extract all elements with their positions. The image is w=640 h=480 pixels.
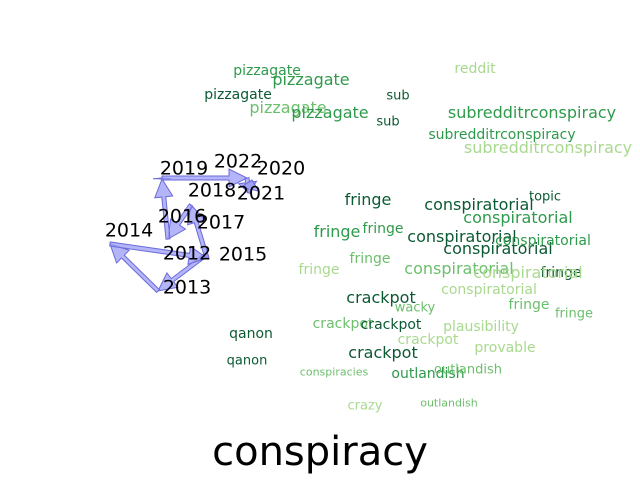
neighbor-word: conspiratorial bbox=[473, 263, 583, 282]
neighbor-word: outlandish bbox=[420, 396, 478, 410]
neighbor-word: pizzagate bbox=[249, 98, 327, 117]
neighbor-word: conspiratorial bbox=[463, 208, 573, 227]
neighbor-word: subredditrconspiracy bbox=[463, 138, 633, 157]
neighbor-word: sub bbox=[376, 114, 400, 130]
neighbor-word: subredditrconspiracy bbox=[428, 127, 576, 143]
neighbor-word: conspiratorial bbox=[424, 195, 534, 214]
neighbor-word: conspiratorial bbox=[443, 239, 553, 258]
neighbor-word: conspiratorial bbox=[407, 227, 517, 246]
year-label-2014: 2014 bbox=[104, 219, 154, 242]
trajectory-arrow-2016-2017 bbox=[167, 203, 194, 240]
neighbor-word: plausibility bbox=[443, 319, 519, 335]
neighbor-word: wacky bbox=[394, 300, 436, 316]
trajectory-arrow-2017-2018 bbox=[154, 177, 174, 240]
year-label-2020: 2020 bbox=[256, 157, 306, 180]
neighbor-word: fringe bbox=[554, 306, 594, 322]
neighbor-word: qanon bbox=[226, 353, 268, 369]
neighbor-word: qanon bbox=[229, 326, 273, 342]
neighbor-word: fringe bbox=[313, 222, 361, 241]
neighbor-word: fringe bbox=[349, 251, 391, 267]
trajectory-arrow-2021-2022 bbox=[239, 179, 260, 194]
trajectory-arrow-2014-2015 bbox=[109, 241, 209, 266]
year-label-2022: 2022 bbox=[213, 150, 263, 173]
neighbor-word: crackpot bbox=[360, 317, 422, 333]
neighbor-word: fringe bbox=[344, 190, 392, 209]
neighbor-word: conspiratorial bbox=[495, 233, 591, 249]
neighbor-word: provable bbox=[474, 340, 536, 356]
trajectory-arrow-2013-2014 bbox=[109, 243, 161, 294]
neighbor-word: crackpot bbox=[346, 288, 416, 307]
trajectory-arrow-2019-2020 bbox=[161, 168, 249, 188]
year-label-2021: 2021 bbox=[236, 182, 286, 205]
neighbor-word: fringe bbox=[540, 265, 582, 281]
year-label-2017: 2017 bbox=[196, 211, 246, 234]
year-label-2018: 2018 bbox=[187, 179, 237, 202]
target-word-title: conspiracy bbox=[212, 429, 428, 475]
year-label-2016: 2016 bbox=[157, 205, 207, 228]
neighbor-word: subredditrconspiracy bbox=[447, 103, 617, 122]
year-label-2019: 2019 bbox=[159, 157, 209, 180]
year-label-2013: 2013 bbox=[162, 276, 212, 299]
neighbor-word: crackpot bbox=[312, 316, 374, 332]
neighbor-word: pizzagate bbox=[204, 87, 272, 103]
neighbor-word: fringe bbox=[362, 221, 404, 237]
neighbor-word: conspiratorial bbox=[404, 259, 514, 278]
neighbor-word: topic bbox=[528, 189, 562, 205]
neighbor-word: pizzagate bbox=[272, 70, 350, 89]
trajectory-arrow-2015-2016 bbox=[186, 203, 210, 260]
neighbor-word: outlandish bbox=[434, 362, 502, 378]
neighbor-word: crazy bbox=[347, 398, 383, 414]
neighbor-word: fringe bbox=[298, 262, 340, 278]
year-label-2015: 2015 bbox=[218, 243, 268, 266]
neighbor-word: sub bbox=[386, 88, 410, 104]
neighbor-word: pizzagate bbox=[233, 63, 301, 79]
neighbor-word: pizzagate bbox=[291, 103, 369, 122]
neighbor-word: crackpot bbox=[397, 332, 459, 348]
neighbor-word: conspiratorial bbox=[441, 282, 537, 298]
neighbor-word: conspiracies bbox=[299, 365, 369, 379]
neighbor-word: crackpot bbox=[348, 343, 418, 362]
neighbor-word: reddit bbox=[454, 61, 496, 77]
year-label-2012: 2012 bbox=[162, 242, 212, 265]
neighbor-word: outlandish bbox=[391, 366, 465, 382]
neighbor-word: fringe bbox=[508, 297, 550, 313]
